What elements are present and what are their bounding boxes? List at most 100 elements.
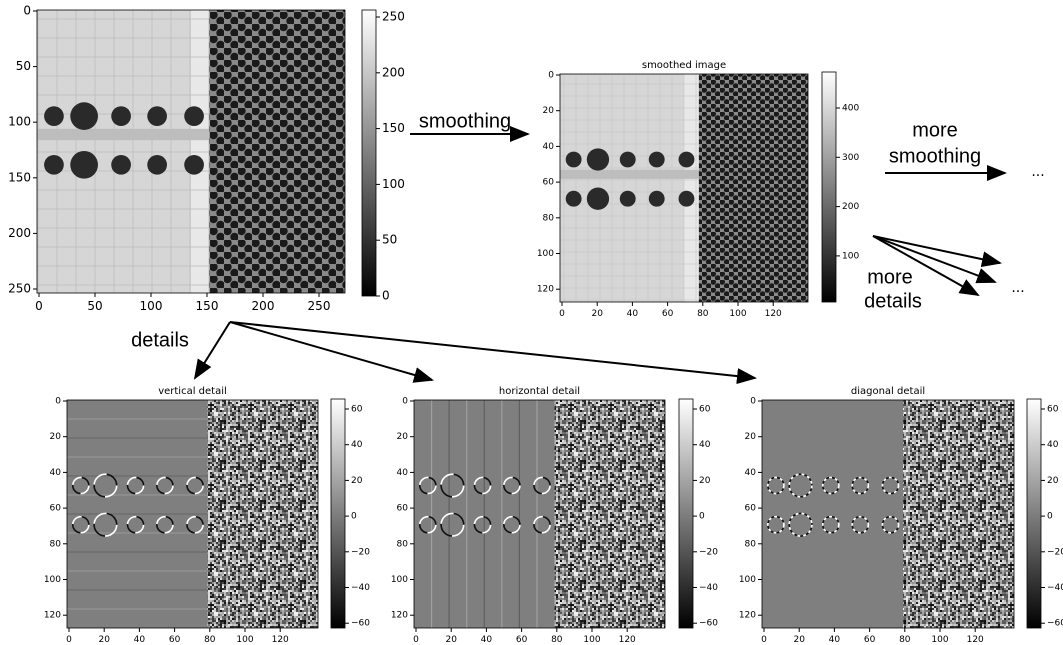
x-tick-label: 250 (308, 299, 331, 313)
x-tick-label: 100 (583, 635, 600, 645)
image-dot (679, 152, 695, 168)
image-noise (903, 400, 1014, 628)
y-tick-label: 20 (397, 432, 409, 442)
image-band (37, 129, 209, 140)
image-dot (44, 106, 64, 126)
y-tick-label: 0 (750, 397, 756, 407)
x-tick-label: 40 (829, 635, 841, 645)
image-dot (111, 106, 131, 126)
x-tick-label: 120 (765, 309, 782, 319)
y-tick-label: 250 (8, 282, 31, 296)
colorbar-tick-label: 200 (842, 202, 859, 212)
image-band (560, 170, 699, 179)
colorbar-tick-label: 60 (351, 405, 363, 415)
image-dot (679, 191, 695, 207)
y-tick-label: 120 (739, 611, 756, 621)
y-tick-label: 100 (739, 575, 756, 585)
x-tick-label: 40 (627, 309, 639, 319)
label: ... (1031, 164, 1044, 180)
label: details (864, 290, 922, 312)
x-tick-label: 120 (272, 635, 289, 645)
arrow (230, 322, 755, 378)
panel-title: vertical detail (158, 386, 227, 397)
colorbar-tick-label: 150 (382, 121, 405, 135)
colorbar-tick-label: 60 (699, 405, 711, 415)
colorbar (822, 72, 836, 302)
y-tick-label: 120 (391, 611, 408, 621)
x-tick-label: 150 (196, 299, 219, 313)
y-tick-label: 80 (543, 213, 555, 223)
colorbar-tick-label: 100 (842, 251, 859, 261)
y-tick-label: 150 (8, 170, 31, 184)
y-tick-label: 50 (16, 59, 31, 73)
x-tick-label: 0 (761, 635, 767, 645)
panel-title: horizontal detail (499, 386, 580, 397)
colorbar-tick-label: 0 (699, 512, 705, 522)
colorbar (1027, 399, 1041, 628)
colorbar-tick-label: −40 (351, 583, 370, 593)
panel: smoothed image02040608010012002040608010… (537, 60, 860, 319)
x-tick-label: 60 (516, 635, 528, 645)
colorbar-tick-label: −20 (699, 547, 718, 557)
colorbar (331, 399, 345, 628)
colorbar-tick-label: −40 (699, 583, 718, 593)
x-tick-label: 0 (35, 299, 43, 313)
x-tick-label: 80 (697, 309, 709, 319)
colorbar-tick-label: 100 (382, 177, 405, 191)
y-tick-label: 0 (548, 71, 554, 81)
image-dot (587, 188, 609, 210)
x-tick-label: 80 (204, 635, 216, 645)
label: more (867, 266, 913, 288)
y-tick-label: 60 (397, 504, 409, 514)
panel: horizontal detail02040608010012002040608… (391, 386, 718, 645)
colorbar-tick-label: −20 (351, 547, 370, 557)
colorbar-tick-label: 40 (699, 440, 711, 450)
colorbar-tick-label: 200 (382, 65, 405, 79)
y-tick-label: 80 (745, 539, 757, 549)
x-tick-label: 200 (252, 299, 275, 313)
y-tick-label: 100 (8, 115, 31, 129)
colorbar-tick-label: 20 (699, 476, 711, 486)
y-tick-label: 60 (543, 178, 555, 188)
x-tick-label: 60 (169, 635, 181, 645)
image-dot (566, 152, 582, 168)
x-tick-label: 20 (591, 309, 603, 319)
x-tick-label: 20 (445, 635, 457, 645)
colorbar-tick-label: −20 (1047, 547, 1063, 557)
x-tick-label: 100 (931, 635, 948, 645)
image-dot (566, 191, 582, 207)
x-tick-label: 100 (140, 299, 163, 313)
y-tick-label: 0 (55, 397, 61, 407)
x-tick-label: 80 (551, 635, 563, 645)
colorbar-tick-label: 250 (382, 10, 405, 24)
colorbar-tick-label: 40 (351, 440, 363, 450)
y-tick-label: 80 (397, 539, 409, 549)
image-dot (147, 106, 167, 126)
label: details (131, 329, 189, 351)
y-tick-label: 60 (745, 504, 757, 514)
panel-title: diagonal detail (851, 386, 925, 397)
image-dot (620, 191, 636, 207)
image-dot (649, 191, 665, 207)
image-mesh (209, 10, 345, 293)
image-left (762, 400, 903, 628)
colorbar-tick-label: −60 (351, 619, 370, 629)
colorbar-tick-label: 0 (351, 512, 357, 522)
x-tick-label: 100 (236, 635, 253, 645)
colorbar-tick-label: 50 (382, 233, 397, 247)
colorbar-tick-label: 400 (842, 104, 859, 114)
y-tick-label: 0 (23, 4, 31, 18)
image-dot (587, 148, 609, 170)
image-dot (111, 155, 131, 175)
image-dot (70, 102, 98, 130)
x-tick-label: 40 (134, 635, 146, 645)
panel: vertical detail0204060801001200204060801… (44, 386, 370, 645)
image-grid (560, 74, 699, 302)
x-tick-label: 50 (87, 299, 102, 313)
arrow (230, 322, 432, 380)
arrow (195, 322, 230, 378)
panel-title: smoothed image (642, 60, 726, 71)
x-tick-label: 0 (413, 635, 419, 645)
